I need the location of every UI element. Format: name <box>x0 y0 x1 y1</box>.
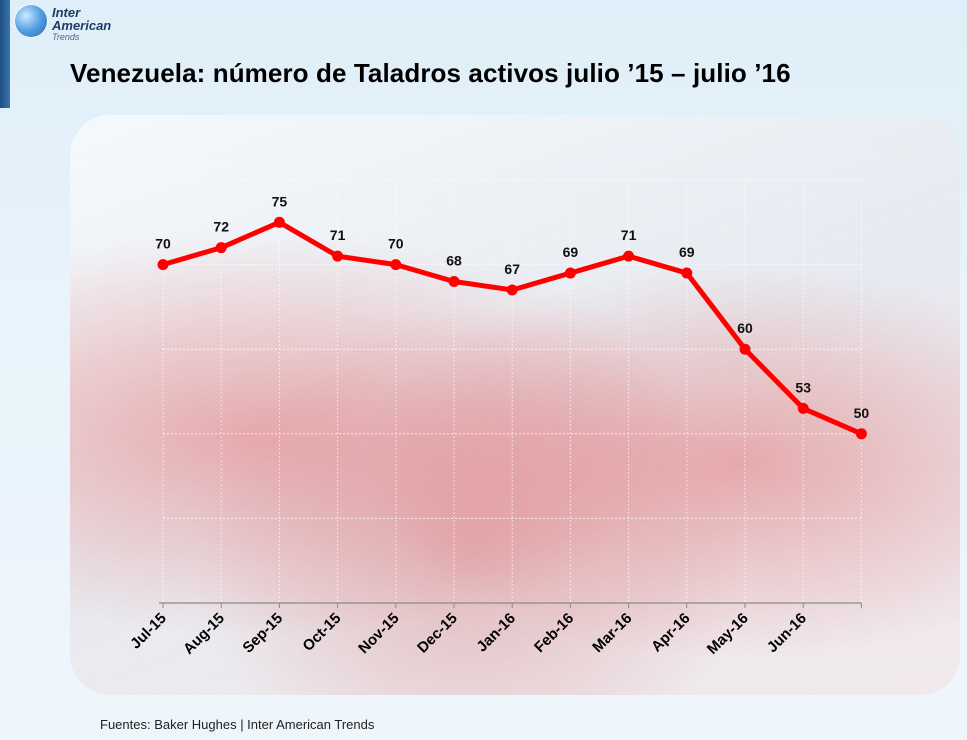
data-label: 50 <box>854 405 870 421</box>
data-label: 68 <box>446 253 462 269</box>
inter-american-trends-logo: Inter American Trends <box>12 2 162 42</box>
logo-line1: Inter <box>52 5 81 20</box>
data-label: 72 <box>213 219 229 235</box>
x-tick-label: Aug-15 <box>180 610 228 658</box>
x-tick-label: Feb-16 <box>531 610 577 656</box>
page-title: Venezuela: número de Taladros activos ju… <box>70 58 791 88</box>
data-label: 70 <box>388 236 404 252</box>
grid-layer <box>162 179 862 603</box>
x-tick-label: Apr-16 <box>648 610 694 656</box>
data-point <box>448 276 460 288</box>
data-point <box>506 284 518 296</box>
data-point <box>681 267 693 279</box>
x-tick-label: Oct-15 <box>299 610 344 655</box>
data-point <box>215 242 227 254</box>
x-tick-label: Mar-16 <box>589 610 635 656</box>
data-point <box>390 259 402 271</box>
data-label: 67 <box>504 261 520 277</box>
x-tick-label: Jun-16 <box>764 610 810 656</box>
x-tick-label: Nov-15 <box>355 610 402 657</box>
logo-line3: Trends <box>52 32 80 42</box>
data-point <box>739 343 751 355</box>
data-label: 60 <box>737 320 753 336</box>
data-label: 53 <box>795 379 811 395</box>
data-point <box>855 428 867 440</box>
data-point <box>332 250 344 262</box>
globe-icon <box>14 4 48 38</box>
data-point <box>564 267 576 279</box>
point-layer <box>157 216 867 440</box>
x-tick-label: Dec-15 <box>414 610 461 657</box>
background-photo <box>70 115 960 695</box>
left-accent-bar <box>0 0 10 108</box>
x-tick-label: Sep-15 <box>239 610 286 657</box>
logo-line2: American <box>52 18 112 33</box>
data-point <box>157 259 169 271</box>
x-tick-label: Jan-16 <box>473 610 519 656</box>
label-layer: 70 72 75 71 70 68 67 69 71 69 60 53 50 <box>155 193 869 420</box>
axis-layer <box>159 602 862 608</box>
data-label: 70 <box>155 236 171 252</box>
data-point <box>797 402 809 414</box>
x-tick-label: Jul-15 <box>127 610 170 653</box>
tick-layer: Jul-15 Aug-15 Sep-15 Oct-15 Nov-15 Dec-15 Jan-… <box>127 610 810 658</box>
data-label: 69 <box>679 244 695 260</box>
x-tick-label: May-16 <box>704 610 752 658</box>
data-label: 71 <box>621 227 637 243</box>
data-point <box>623 250 635 262</box>
data-label: 75 <box>272 193 288 209</box>
source-note: Fuentes: Baker Hughes | Inter American T… <box>100 717 375 732</box>
data-label: 69 <box>563 244 579 260</box>
data-label: 71 <box>330 227 346 243</box>
data-point <box>273 216 285 228</box>
